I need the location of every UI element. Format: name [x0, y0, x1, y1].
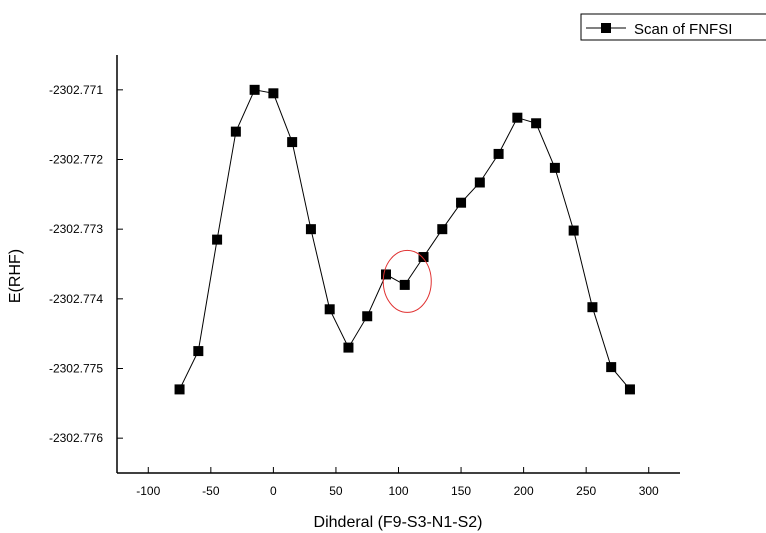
- y-tick-label: -2302.772: [49, 153, 103, 167]
- data-point: [174, 384, 185, 395]
- data-point: [193, 346, 204, 357]
- y-tick-label: -2302.771: [49, 83, 103, 97]
- data-point: [568, 225, 579, 236]
- data-point: [287, 137, 298, 148]
- x-tick-label: -50: [202, 484, 220, 498]
- x-tick-label: 0: [270, 484, 277, 498]
- series-line: [179, 89, 631, 390]
- x-axis-ticks: -100 -50 0 50 100 150 200 250 300: [136, 467, 659, 498]
- x-tick-label: 100: [388, 484, 408, 498]
- y-tick-label: -2302.774: [49, 292, 103, 306]
- legend-label: Scan of FNFSI: [634, 21, 732, 38]
- x-tick-label: -100: [136, 484, 160, 498]
- x-tick-label: 300: [639, 484, 659, 498]
- annotation-group: [382, 249, 432, 313]
- data-point: [268, 88, 279, 99]
- legend-marker: [601, 23, 611, 33]
- data-point: [230, 126, 241, 137]
- x-axis-title: Dihderal (F9-S3-N1-S2): [314, 514, 483, 531]
- data-point: [493, 148, 504, 159]
- axes: [116, 55, 680, 474]
- x-tick-label: 250: [576, 484, 596, 498]
- x-tick-label: 200: [514, 484, 534, 498]
- x-tick-label: 50: [329, 484, 343, 498]
- data-point: [606, 362, 617, 373]
- data-point: [362, 311, 373, 322]
- data-point: [456, 197, 467, 208]
- data-point: [343, 342, 354, 353]
- y-tick-label: -2302.773: [49, 222, 103, 236]
- data-point: [380, 269, 391, 280]
- legend: Scan of FNFSI: [580, 13, 766, 41]
- legend-box: [580, 13, 766, 41]
- y-axis-title: E(RHF): [7, 249, 24, 303]
- data-point: [249, 84, 260, 95]
- data-point: [437, 224, 448, 235]
- data-point: [624, 384, 635, 395]
- y-tick-label: -2302.775: [49, 362, 103, 376]
- data-point: [512, 112, 523, 123]
- data-point: [474, 177, 485, 188]
- y-axis-ticks: -2302.771 -2302.772 -2302.773 -2302.774 -230…: [49, 83, 123, 445]
- data-point: [399, 279, 410, 290]
- data-point: [587, 302, 598, 313]
- x-tick-label: 150: [451, 484, 471, 498]
- highlight-ellipse: [382, 249, 432, 313]
- data-point: [531, 118, 542, 129]
- data-point: [212, 234, 223, 245]
- data-point: [418, 252, 429, 263]
- data-point: [305, 224, 316, 235]
- y-tick-label: -2302.776: [49, 431, 103, 445]
- data-point: [549, 162, 560, 173]
- data-point: [324, 304, 335, 315]
- series-group: [174, 84, 635, 395]
